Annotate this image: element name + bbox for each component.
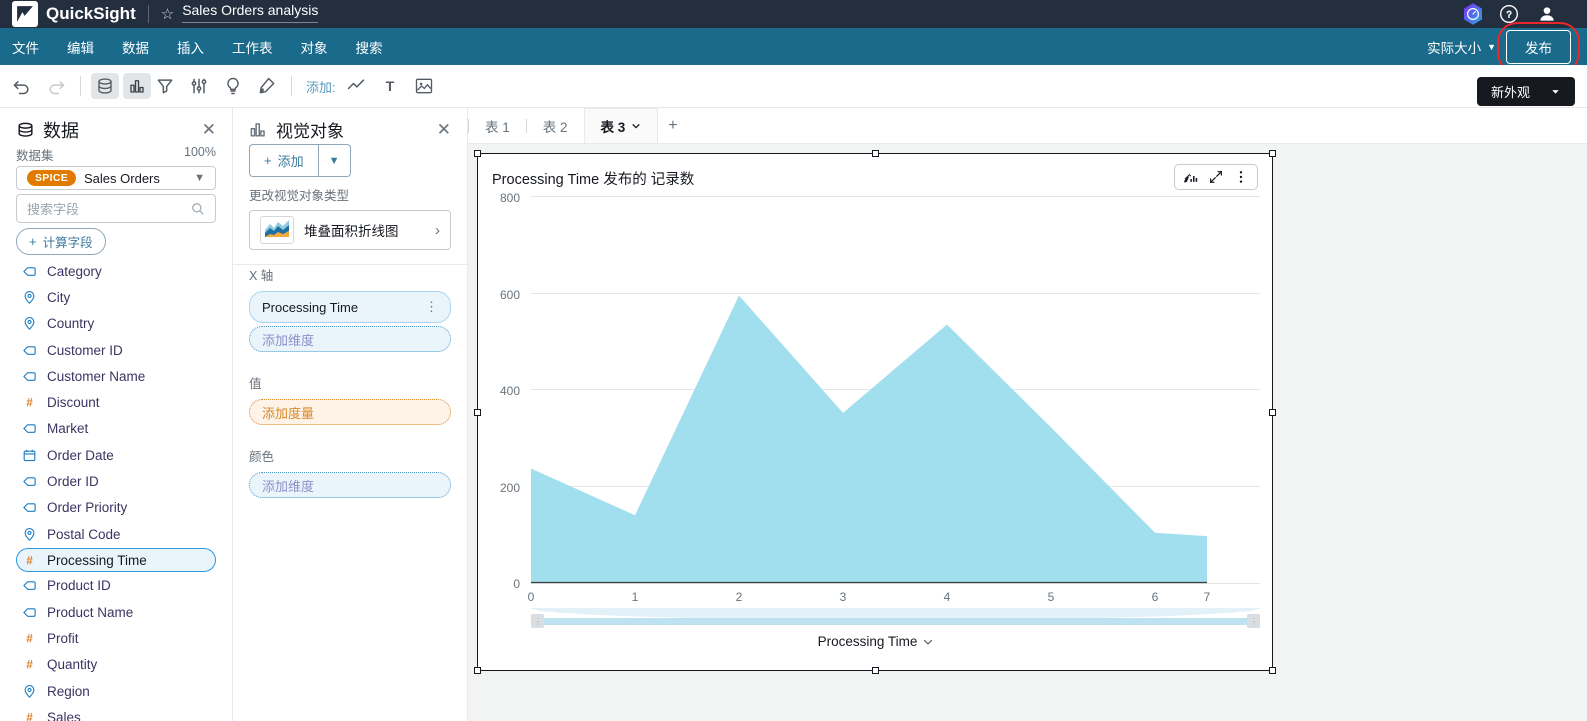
svg-text:#: # <box>26 631 33 645</box>
svg-text:#: # <box>26 553 33 567</box>
svg-text:#: # <box>26 395 33 409</box>
svg-text:T: T <box>385 79 394 95</box>
svg-text:#: # <box>26 710 33 721</box>
svg-text:?: ? <box>1506 10 1511 20</box>
svg-text:#: # <box>26 658 33 672</box>
